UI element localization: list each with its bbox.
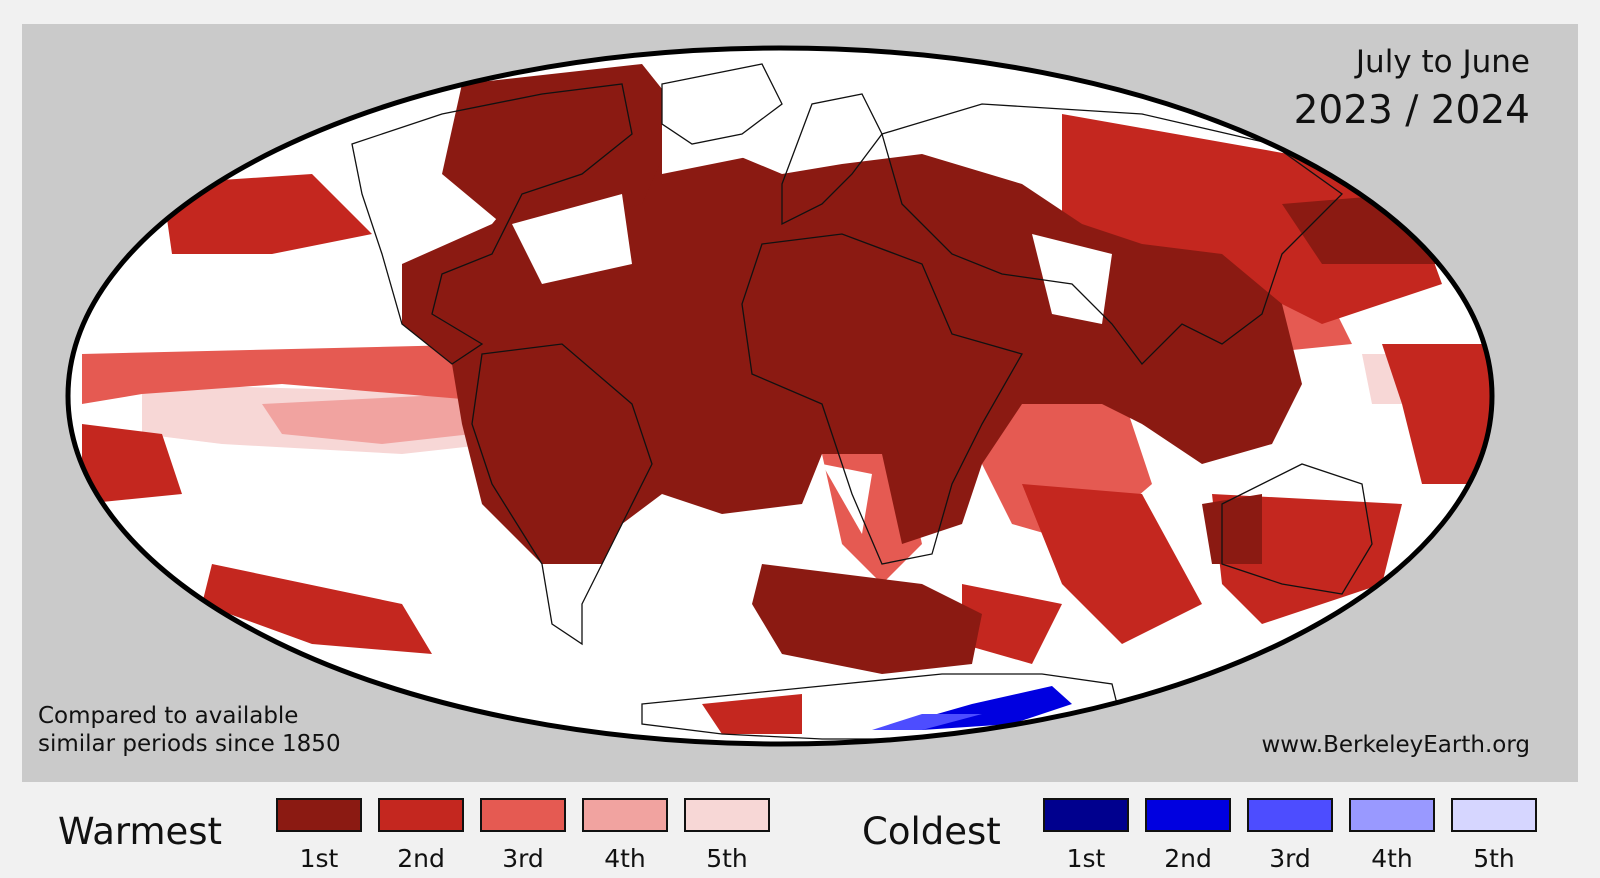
rank-2nd-warm-region <box>202 564 432 654</box>
legend-label-warm-3rd: 3rd <box>502 844 544 873</box>
legend-label-cold-4th: 4th <box>1371 844 1413 873</box>
world-map <box>65 45 1495 747</box>
legend-label-cold-3rd: 3rd <box>1269 844 1311 873</box>
globe-outline <box>65 45 1495 747</box>
legend-label-cold-1st: 1st <box>1066 844 1106 873</box>
legend-swatch-cold-5th <box>1451 798 1537 832</box>
legend-label-cold-2nd: 2nd <box>1164 844 1212 873</box>
legend: Warmest Coldest 1st 2nd 3rd 4th 5th 1st 2nd 3r… <box>0 782 1600 878</box>
normal-region <box>822 464 872 534</box>
normal-region <box>1032 234 1112 324</box>
note-line-2: similar periods since 1850 <box>38 731 341 757</box>
normal-region <box>512 194 632 284</box>
legend-swatch-warm-2nd <box>378 798 464 832</box>
rank-1st-warm-region <box>442 64 682 224</box>
rank-3rd-warm-region <box>82 344 522 404</box>
legend-swatch-warm-1st <box>276 798 362 832</box>
coastline-africa <box>741 233 1023 565</box>
rank-2nd-warm-region <box>702 694 802 734</box>
legend-swatch-cold-3rd <box>1247 798 1333 832</box>
record-rank-regions <box>82 64 1492 734</box>
legend-swatch-cold-2nd <box>1145 798 1231 832</box>
legend-swatch-warm-5th <box>684 798 770 832</box>
map-panel: July to June 2023 / 2024 Compared to ava… <box>22 24 1578 782</box>
legend-swatch-warm-3rd <box>480 798 566 832</box>
coastline-south-america <box>471 343 653 646</box>
legend-label-warm-2nd: 2nd <box>397 844 445 873</box>
period-label: July to June <box>1355 44 1530 80</box>
coastline-europe <box>781 93 883 226</box>
legend-label-cold-5th: 5th <box>1473 844 1515 873</box>
comparison-note: Compared to available similar periods si… <box>38 702 341 758</box>
legend-swatch-warm-4th <box>582 798 668 832</box>
coastline-australia <box>1221 463 1373 595</box>
normal-region <box>662 64 782 174</box>
legend-label-warm-5th: 5th <box>706 844 748 873</box>
rank-3rd-cold-region <box>872 714 982 730</box>
rank-2nd-warm-region <box>162 174 372 254</box>
rank-2nd-warm-region <box>962 584 1062 664</box>
legend-coldest-title: Coldest <box>862 810 1001 853</box>
rank-2nd-warm-region <box>82 424 182 504</box>
rank-1st-warm-region <box>752 564 982 674</box>
rank-1st-warm-region <box>1202 494 1262 564</box>
rank-2nd-warm-region <box>1382 344 1492 484</box>
coastline-asia <box>881 103 1344 365</box>
coastlines <box>351 63 1373 740</box>
year-label: 2023 / 2024 <box>1293 88 1530 133</box>
coastline-greenland <box>661 63 783 145</box>
source-link[interactable]: www.BerkeleyEarth.org <box>1261 732 1530 758</box>
rank-2nd-warm-region <box>1022 484 1202 644</box>
note-line-1: Compared to available <box>38 703 299 729</box>
legend-warmest-title: Warmest <box>58 810 223 853</box>
legend-label-warm-4th: 4th <box>604 844 646 873</box>
legend-swatch-cold-1st <box>1043 798 1129 832</box>
rank-4th-warm-region <box>262 394 472 444</box>
legend-label-warm-1st: 1st <box>299 844 339 873</box>
legend-swatch-cold-4th <box>1349 798 1435 832</box>
coastline-north-america <box>351 83 633 365</box>
